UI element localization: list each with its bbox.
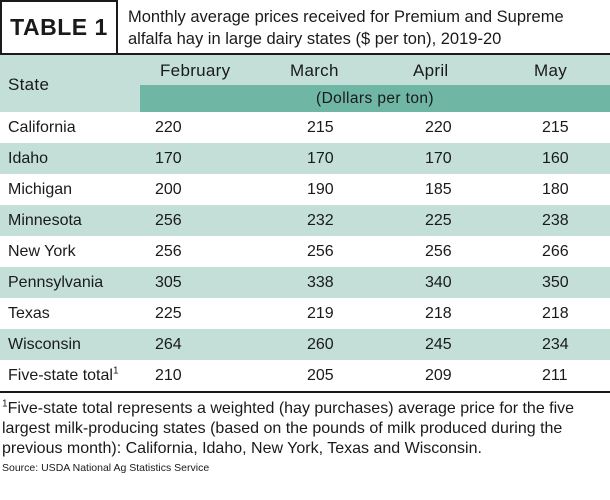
price-cell: 170 (307, 150, 334, 167)
price-cell: 215 (307, 119, 334, 136)
table-row: Michigan 200 190 185 180 (0, 174, 610, 205)
footnote: 1Five-state total represents a weighted … (2, 399, 608, 459)
price-cell: 266 (542, 243, 569, 260)
table-caption: Monthly average prices received for Prem… (118, 0, 610, 55)
table-body: California 220 215 220 215 Idaho 170 170… (0, 112, 610, 391)
price-cell: 225 (155, 305, 182, 322)
price-cell: 209 (425, 367, 452, 384)
price-cell: 220 (155, 119, 182, 136)
price-cell: 256 (307, 243, 334, 260)
price-cell: 225 (425, 212, 452, 229)
month-header-may: May (534, 61, 568, 80)
price-cell: 180 (542, 181, 569, 198)
month-header-april: April (413, 61, 449, 80)
month-header-march: March (290, 61, 339, 80)
source-line: Source: USDA National Ag Statistics Serv… (2, 462, 210, 474)
price-cell: 256 (155, 212, 182, 229)
unit-label: (Dollars per ton) (316, 89, 434, 107)
price-cell: 211 (542, 367, 568, 384)
price-cell: 256 (155, 243, 182, 260)
table-row: Idaho 170 170 170 160 (0, 143, 610, 174)
state-name: Minnesota (8, 212, 82, 229)
price-cell: 205 (307, 367, 334, 384)
table-row: Texas 225 219 218 218 (0, 298, 610, 329)
price-cell: 232 (307, 212, 334, 229)
price-cell: 264 (155, 336, 182, 353)
table-tag: TABLE 1 (0, 0, 118, 55)
footnote-marker: 1 (112, 365, 119, 377)
state-name: Wisconsin (8, 336, 81, 353)
price-cell: 170 (155, 150, 182, 167)
state-name: Idaho (8, 150, 49, 167)
footnote-number: 1 (2, 398, 8, 410)
price-cell: 190 (307, 181, 334, 198)
price-cell: 210 (155, 367, 182, 384)
table-row: Minnesota 256 232 225 238 (0, 205, 610, 236)
price-cell: 350 (542, 274, 569, 291)
price-cell: 238 (542, 212, 569, 229)
price-cell: 305 (155, 274, 182, 291)
price-cell: 256 (425, 243, 452, 260)
table-row: California 220 215 220 215 (0, 112, 610, 143)
state-name: New York (8, 243, 76, 260)
total-row: Five-state total1 210 205 209 211 (0, 360, 610, 391)
table-row: New York 256 256 256 266 (0, 236, 610, 267)
table-row: Wisconsin 264 260 245 234 (0, 329, 610, 360)
price-cell: 340 (425, 274, 452, 291)
table-bottom-rule (0, 391, 610, 393)
price-cell: 219 (307, 305, 334, 322)
unit-bar: (Dollars per ton) (140, 85, 610, 112)
state-name: Pennsylvania (8, 274, 104, 291)
state-name: Michigan (8, 181, 73, 198)
month-header-february: February (160, 61, 231, 80)
state-name: Texas (8, 305, 50, 322)
column-header-band: State February March April May (Dollars … (0, 55, 610, 112)
price-cell: 220 (425, 119, 452, 136)
price-cell: 218 (542, 305, 569, 322)
state-name: California (8, 119, 76, 136)
price-cell: 338 (307, 274, 334, 291)
price-cell: 218 (425, 305, 452, 322)
total-label-text: Five-state total (8, 367, 113, 384)
footnote-text: Five-state total represents a weighted (… (2, 400, 575, 457)
price-cell: 170 (425, 150, 452, 167)
table-header: TABLE 1 Monthly average prices received … (0, 0, 610, 55)
price-cell: 260 (307, 336, 334, 353)
price-cell: 215 (542, 119, 569, 136)
total-label: Five-state total1 (8, 365, 119, 385)
price-cell: 200 (155, 181, 182, 198)
price-cell: 160 (542, 150, 569, 167)
table-row: Pennsylvania 305 338 340 350 (0, 267, 610, 298)
price-cell: 185 (425, 181, 452, 198)
price-cell: 245 (425, 336, 452, 353)
price-cell: 234 (542, 336, 569, 353)
state-column-header: State (8, 75, 50, 94)
